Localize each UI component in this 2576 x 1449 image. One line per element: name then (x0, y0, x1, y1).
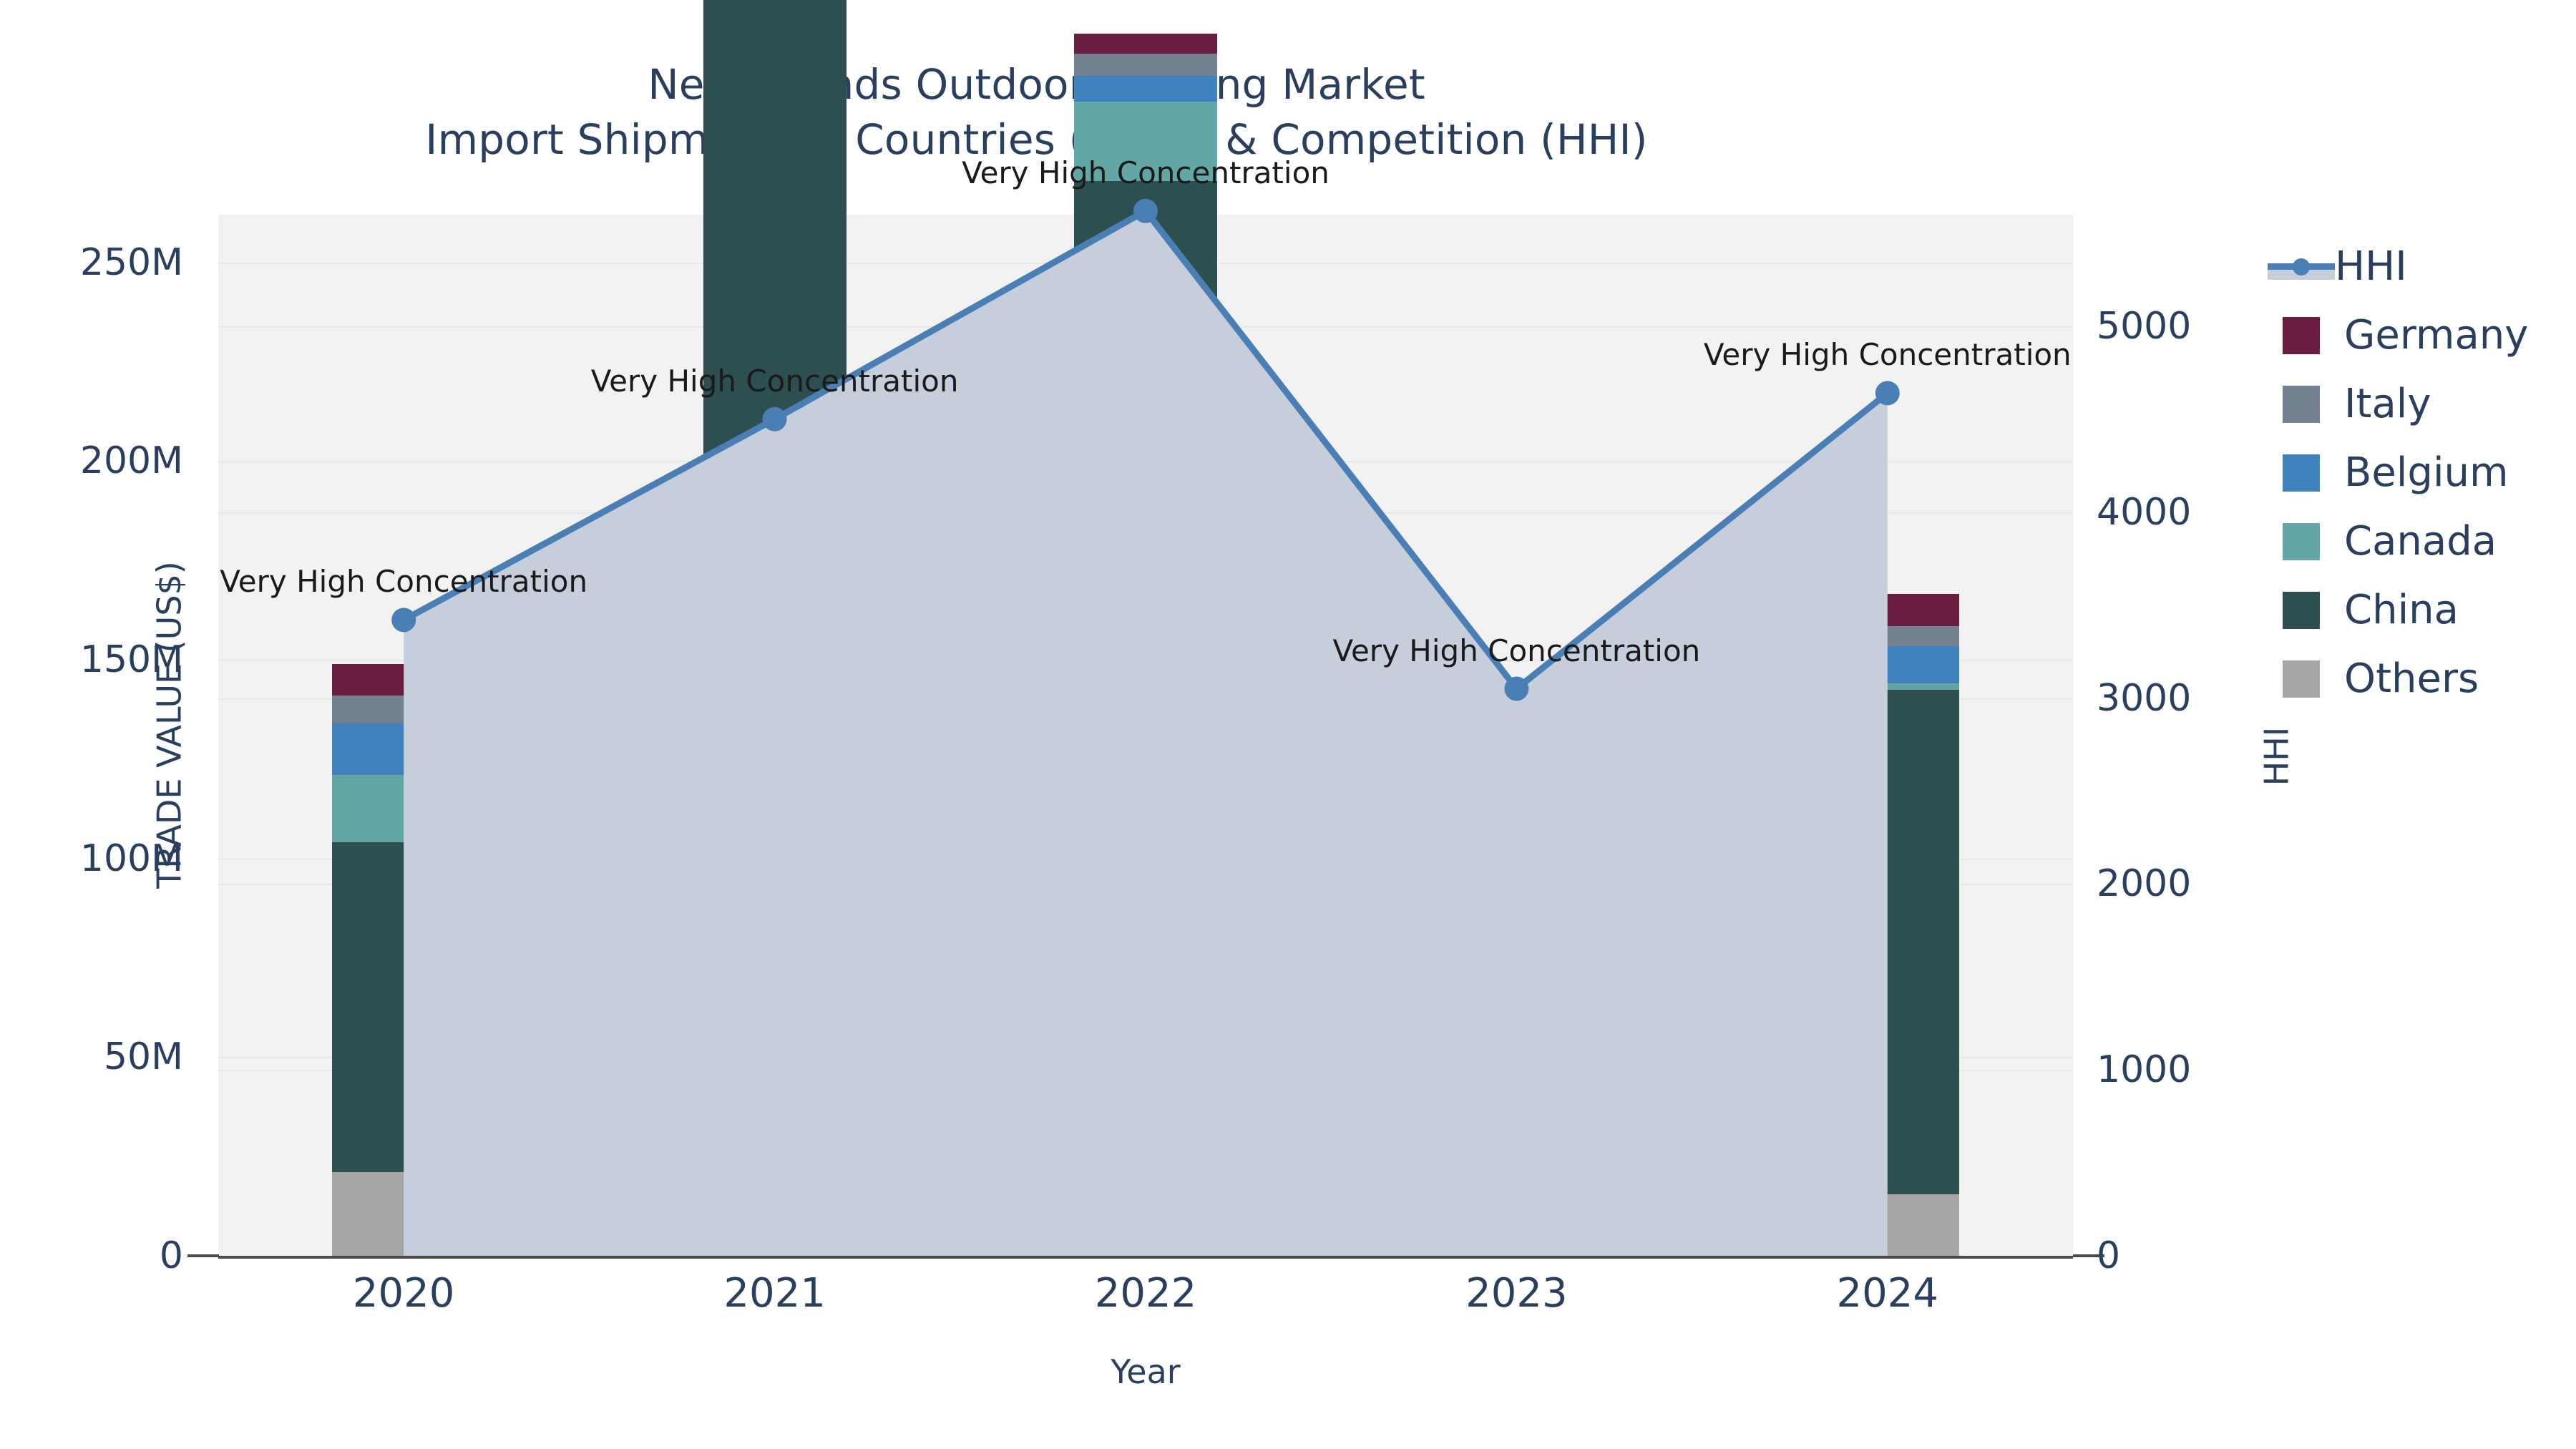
hhi-marker[interactable] (1875, 381, 1900, 406)
hhi-marker[interactable] (391, 608, 416, 633)
bar-segment-others[interactable] (332, 1172, 476, 1256)
x-axis-line (218, 1256, 2073, 1259)
legend-label: China (2344, 587, 2459, 633)
legend-line-dot (2293, 258, 2310, 275)
x-tick-label-2022: 2022 (1094, 1270, 1197, 1317)
legend-label: HHI (2335, 243, 2407, 290)
bar-stack[interactable] (1815, 594, 1959, 1256)
bar-segment-canada[interactable] (1815, 683, 1959, 690)
bar-segment-others[interactable] (1445, 1188, 1589, 1256)
y-axis-left-domain (187, 1254, 219, 1257)
y-tick-label-right: 1000 (2097, 1048, 2192, 1092)
bar-stack[interactable] (332, 663, 476, 1256)
bar-segment-germany[interactable] (1074, 34, 1217, 54)
y-tick-label-left: 0 (159, 1234, 183, 1277)
y-tick-label-left: 200M (79, 439, 183, 483)
y-tick-label-right: 5000 (2097, 304, 2192, 348)
y-tick-label-left: 150M (79, 638, 183, 681)
bar-segment-others[interactable] (1074, 1194, 1217, 1256)
bar-segment-china[interactable] (1815, 689, 1959, 1194)
legend-swatch-canada (2283, 523, 2320, 560)
bar-segment-italy[interactable] (332, 695, 476, 723)
bar-segment-belgium[interactable] (1445, 847, 1589, 900)
bar-segment-germany[interactable] (332, 663, 476, 696)
y-tick-label-left: 250M (79, 240, 183, 284)
legend-label: Italy (2344, 381, 2431, 427)
bar-segment-canada[interactable] (332, 775, 476, 843)
y-tick-label-right: 4000 (2097, 490, 2192, 534)
chart-title: Netherlands Outdoor Cooking Market Impor… (425, 60, 1648, 164)
legend-item-others[interactable]: Others (2283, 645, 2576, 713)
bar-segment-canada[interactable] (1445, 899, 1589, 902)
plot-area: Very High Concentration Very High Concent… (218, 0, 2073, 1256)
bar-segment-china[interactable] (703, 0, 847, 1149)
bar-stack[interactable] (1445, 791, 1589, 1256)
y-tick-label-left: 100M (79, 836, 183, 880)
annotation-2021: Very High Concentration (590, 363, 959, 399)
y-axis-left-title: TRADE VALUE (US$) (150, 560, 189, 889)
x-tick-label-2024: 2024 (1836, 1270, 1939, 1317)
legend-item-hhi[interactable]: HHI (2268, 233, 2576, 301)
x-tick-label-2020: 2020 (352, 1270, 455, 1317)
bar-segment-germany[interactable] (1445, 791, 1589, 823)
bar-segment-others[interactable] (1815, 1194, 1959, 1256)
legend-swatch-china (2283, 592, 2320, 629)
bar-stack[interactable] (703, 0, 847, 1256)
chart-legend: HHI Germany Italy Belgium Canada China Others (2268, 233, 2576, 713)
y-tick-label-right: 3000 (2097, 676, 2192, 720)
legend-label: Germany (2344, 312, 2529, 358)
y-tick-label-left: 50M (103, 1035, 183, 1079)
bar-segment-china[interactable] (1074, 180, 1217, 1194)
y-tick-label-right: 2000 (2097, 862, 2192, 906)
y-axis-right-domain (2073, 1254, 2104, 1257)
hhi-marker[interactable] (1504, 676, 1529, 701)
legend-label: Others (2344, 655, 2479, 702)
x-axis-title: Year (1111, 1352, 1181, 1391)
x-tick-label-2021: 2021 (723, 1270, 826, 1317)
bar-segment-china[interactable] (1445, 902, 1589, 1189)
legend-swatch-others (2283, 660, 2320, 698)
bar-segment-belgium[interactable] (1815, 645, 1959, 684)
bar-segment-canada[interactable] (1074, 101, 1217, 181)
y-axis-right-title: HHI (2257, 726, 2296, 786)
annotation-2022: Very High Concentration (962, 155, 1330, 190)
legend-swatch-italy (2283, 386, 2320, 423)
y-tick-label-right: 0 (2097, 1234, 2121, 1277)
legend-swatch-germany (2283, 317, 2320, 354)
legend-item-china[interactable]: China (2283, 576, 2576, 645)
bar-segment-germany[interactable] (1815, 594, 1959, 626)
legend-label: Belgium (2344, 449, 2509, 496)
annotation-2023: Very High Concentration (1332, 633, 1701, 668)
bar-segment-italy[interactable] (1074, 54, 1217, 76)
bar-segment-italy[interactable] (1445, 822, 1589, 847)
legend-item-canada[interactable]: Canada (2283, 507, 2576, 576)
legend-label: Canada (2344, 518, 2497, 565)
bar-segment-belgium[interactable] (1074, 75, 1217, 102)
bar-stack[interactable] (1074, 34, 1217, 1256)
annotation-2024: Very High Concentration (1703, 337, 2072, 373)
bar-segment-others[interactable] (703, 1148, 847, 1256)
bar-segment-china[interactable] (332, 842, 476, 1173)
legend-line-icon (2268, 248, 2335, 286)
legend-item-belgium[interactable]: Belgium (2283, 439, 2576, 507)
legend-item-italy[interactable]: Italy (2283, 370, 2576, 439)
legend-swatch-belgium (2283, 454, 2320, 492)
bar-segment-italy[interactable] (1815, 625, 1959, 646)
bar-segment-belgium[interactable] (332, 723, 476, 776)
x-tick-label-2023: 2023 (1465, 1270, 1568, 1317)
legend-item-germany[interactable]: Germany (2283, 301, 2576, 370)
annotation-2020: Very High Concentration (220, 564, 588, 600)
